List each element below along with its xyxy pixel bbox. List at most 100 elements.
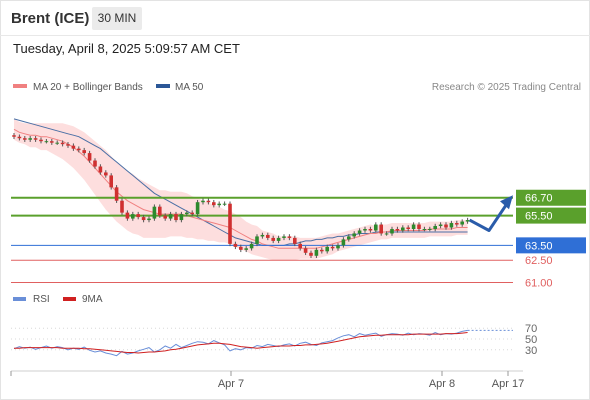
ma50-legend-label: MA 50	[175, 82, 204, 93]
level-label-65-50: 65.50	[525, 211, 553, 223]
candle-body	[379, 224, 383, 234]
rsi-tick-label: 30	[525, 345, 537, 357]
candle-body	[282, 236, 286, 238]
candle-body	[212, 202, 216, 206]
candle-body	[217, 203, 221, 206]
level-tag-63-50	[516, 237, 586, 254]
time-axis: Apr 7 Apr 8 Apr 17	[10, 370, 524, 390]
candle-body	[222, 203, 227, 205]
candle-body	[309, 252, 313, 256]
projection-arrow	[468, 195, 513, 232]
candle-body	[195, 202, 200, 215]
candle-body	[136, 214, 140, 218]
candle-body	[98, 166, 103, 173]
candle-body	[33, 138, 38, 140]
candle-body	[422, 228, 427, 230]
header-divider	[0, 35, 590, 36]
rsi-tick-label: 70	[525, 323, 537, 335]
candle-body	[185, 212, 189, 215]
candle-body	[244, 248, 248, 250]
bollinger-band-area	[14, 118, 468, 261]
candle-body	[460, 221, 464, 225]
rsi-legend-swatch	[13, 297, 26, 301]
candle-body	[206, 200, 211, 203]
candle-body	[23, 138, 27, 140]
candle-body	[174, 214, 178, 221]
candle-body	[163, 215, 167, 219]
candle-body	[87, 153, 92, 161]
candle-body	[39, 139, 43, 142]
candle-body	[12, 135, 16, 137]
ma20-legend-label: MA 20 + Bollinger Bands	[33, 82, 143, 93]
time-tick-label: Apr 8	[429, 378, 455, 390]
candle-body	[228, 203, 232, 244]
candle-body	[276, 237, 281, 241]
level-labels: 66.70 65.50 63.50 62.50 61.00	[516, 189, 586, 290]
level-label-66-70: 66.70	[525, 193, 553, 205]
candle-body	[384, 233, 389, 235]
level-label-61-00: 61.00	[525, 278, 553, 290]
candle-body	[17, 136, 22, 139]
candle-body	[158, 206, 162, 216]
level-tag-65-50	[516, 207, 586, 224]
rsi-lines	[13, 329, 513, 357]
candle-body	[336, 245, 340, 249]
rsi-ma-legend-swatch	[63, 297, 76, 301]
projection-arrowhead	[500, 195, 513, 210]
ma50-legend-swatch	[156, 84, 170, 88]
candle-body	[104, 172, 108, 176]
rsi-line	[13, 329, 468, 357]
credit-text: Research © 2025 Trading Central	[432, 82, 581, 93]
candle-body	[44, 141, 49, 143]
candle-body	[255, 236, 259, 244]
candle-body	[341, 239, 346, 246]
candle-body	[314, 249, 319, 256]
rsi-legend: RSI 9MA	[13, 294, 103, 305]
candle-body	[411, 224, 416, 229]
rsi-ma-legend-label: 9MA	[82, 294, 103, 305]
candle-body	[298, 243, 302, 249]
candle-body	[449, 223, 454, 228]
candles	[12, 133, 470, 259]
candle-body	[271, 237, 275, 241]
candle-body	[77, 148, 81, 151]
candle-body	[93, 160, 97, 167]
candle-body	[266, 234, 270, 238]
candle-body	[260, 234, 265, 237]
candle-body	[201, 200, 205, 203]
candle-body	[179, 214, 184, 221]
candle-body	[55, 142, 59, 144]
candle-body	[152, 206, 157, 219]
candle-body	[363, 228, 367, 231]
candle-body	[395, 228, 400, 231]
candle-body	[406, 227, 410, 229]
candle-body	[147, 218, 151, 221]
level-label-62-50: 62.50	[525, 255, 553, 267]
candle-body	[60, 142, 65, 145]
timestamp: Tuesday, April 8, 2025 5:09:57 AM CET	[13, 41, 240, 56]
candle-body	[330, 246, 335, 249]
rsi-legend-label: RSI	[33, 294, 50, 305]
candle-body	[28, 138, 32, 140]
candle-body	[325, 246, 329, 252]
candle-body	[433, 226, 437, 229]
candle-body	[438, 224, 443, 227]
candle-body	[320, 249, 324, 252]
candle-body	[390, 228, 394, 234]
candle-body	[249, 243, 254, 249]
candle-body	[71, 145, 76, 149]
time-tick-label: Apr 7	[218, 378, 244, 390]
instrument-title: Brent (ICE)	[11, 10, 90, 27]
ma20-legend-swatch	[13, 84, 27, 88]
rsi-tick-label: 50	[525, 334, 537, 346]
candle-body	[114, 187, 119, 201]
candle-body	[120, 200, 124, 213]
candle-body	[109, 175, 113, 188]
key-levels	[11, 196, 513, 284]
rsi-ma-line	[14, 332, 468, 354]
timeframe-button[interactable]: 30 MIN	[92, 7, 142, 30]
candle-body	[347, 236, 351, 240]
candle-body	[50, 141, 54, 143]
candle-body	[401, 227, 405, 231]
